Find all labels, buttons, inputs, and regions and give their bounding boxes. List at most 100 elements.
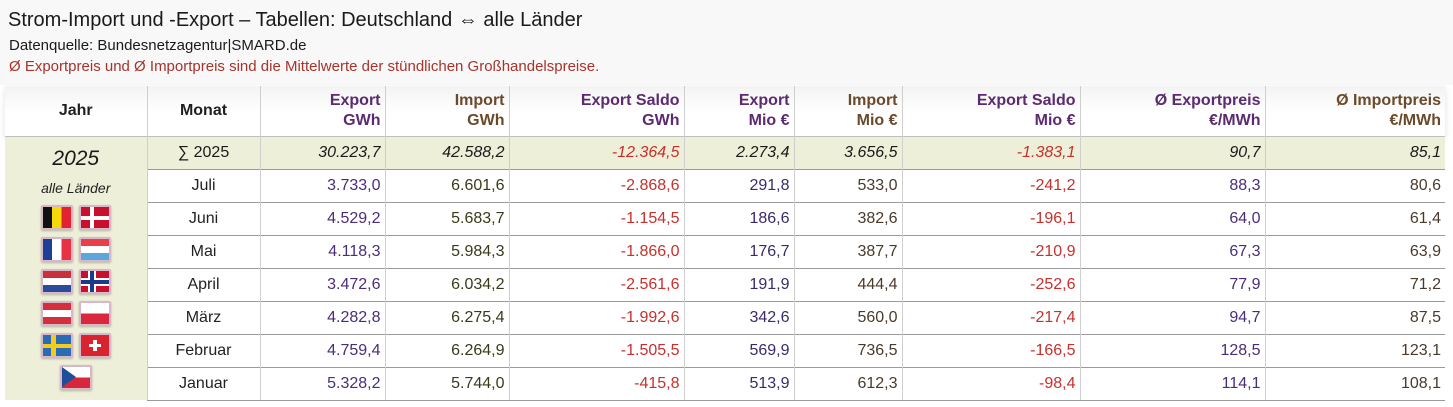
poland-flag-icon[interactable] xyxy=(78,300,111,326)
france-flag-icon[interactable] xyxy=(40,236,73,262)
month-cell: März xyxy=(146,300,260,334)
saldo-gwh-cell: -1.866,0 xyxy=(508,234,684,268)
sum-import-eur: 3.656,5 xyxy=(793,135,902,169)
import-price-cell: 87,5 xyxy=(1264,300,1445,334)
column-header-export-gwh[interactable]: Export GWh xyxy=(259,86,385,136)
sum-export-price: 90,7 xyxy=(1079,135,1265,169)
header-line-1: Import xyxy=(847,91,898,109)
table-row: Februar 4.759,4 6.264,9 -1.505,5 569,9 7… xyxy=(5,333,1445,367)
import-gwh-cell: 6.601,6 xyxy=(384,168,509,202)
export-eur-cell: 186,6 xyxy=(683,201,794,235)
column-header-monat[interactable]: Monat xyxy=(146,86,260,136)
export-gwh-cell: 4.529,2 xyxy=(259,201,385,235)
header-line-2: Mio € xyxy=(748,111,790,129)
export-price-cell: 128,5 xyxy=(1079,333,1265,367)
import-gwh-cell: 5.744,0 xyxy=(384,366,509,401)
country-flags xyxy=(5,204,147,390)
month-cell: Mai xyxy=(146,234,260,268)
month-cell: Februar xyxy=(146,333,260,367)
import-gwh-cell: 6.264,9 xyxy=(384,333,509,367)
data-source: Datenquelle: Bundesnetzagentur|SMARD.de xyxy=(9,37,307,54)
header-line-2: GWh xyxy=(467,111,505,129)
month-cell: April xyxy=(146,267,260,301)
export-eur-cell: 191,9 xyxy=(683,267,794,301)
header-line-1: Ø Importpreis xyxy=(1336,91,1441,109)
saldo-gwh-cell: -1.992,6 xyxy=(508,300,684,334)
saldo-gwh-cell: -1.154,5 xyxy=(508,201,684,235)
belgium-flag-icon[interactable] xyxy=(40,204,73,230)
import-price-cell: 61,4 xyxy=(1264,201,1445,235)
page-title: Strom-Import und -Export – Tabellen: Deu… xyxy=(8,9,583,31)
year-country-panel: 2025 alle Länder xyxy=(5,135,147,400)
sum-label: ∑ 2025 xyxy=(146,135,260,169)
sum-import-gwh: 42.588,2 xyxy=(384,135,509,169)
header-line-2: GWh xyxy=(642,111,680,129)
import-price-cell: 80,6 xyxy=(1264,168,1445,202)
import-gwh-cell: 5.683,7 xyxy=(384,201,509,235)
month-cell: Juni xyxy=(146,201,260,235)
import-eur-cell: 612,3 xyxy=(793,366,902,401)
switzerland-flag-icon[interactable] xyxy=(78,332,111,358)
netherlands-flag-icon[interactable] xyxy=(40,268,73,294)
import-price-cell: 63,9 xyxy=(1264,234,1445,268)
export-gwh-cell: 3.472,6 xyxy=(259,267,385,301)
luxembourg-flag-icon[interactable] xyxy=(78,236,111,262)
sum-saldo-gwh: -12.364,5 xyxy=(508,135,684,169)
export-eur-cell: 342,6 xyxy=(683,300,794,334)
column-header-export-price[interactable]: Ø Exportpreis €/MWh xyxy=(1079,86,1265,136)
export-price-cell: 77,9 xyxy=(1079,267,1265,301)
import-price-cell: 71,2 xyxy=(1264,267,1445,301)
column-header-import-gwh[interactable]: Import GWh xyxy=(384,86,509,136)
export-price-cell: 88,3 xyxy=(1079,168,1265,202)
table-row: April 3.472,6 6.034,2 -2.561,6 191,9 444… xyxy=(5,267,1445,301)
import-eur-cell: 560,0 xyxy=(793,300,902,334)
table-row: März 4.282,8 6.275,4 -1.992,6 342,6 560,… xyxy=(5,300,1445,334)
table-header-row: Jahr Monat Export GWh Import GWh Export Sa… xyxy=(5,86,1445,136)
header-line-2: €/MWh xyxy=(1208,111,1261,129)
header-line-1: Ø Exportpreis xyxy=(1154,91,1261,109)
column-header-import-eur[interactable]: Import Mio € xyxy=(793,86,902,136)
export-gwh-cell: 3.733,0 xyxy=(259,168,385,202)
data-table: Jahr Monat Export GWh Import GWh Export Sa… xyxy=(5,86,1445,401)
header-line-1: Export Saldo xyxy=(580,91,680,109)
norway-flag-icon[interactable] xyxy=(78,268,111,294)
header-line-1: Import xyxy=(454,91,505,109)
import-eur-cell: 533,0 xyxy=(793,168,902,202)
header-line-1: Export xyxy=(329,91,381,109)
column-header-saldo-eur[interactable]: Export Saldo Mio € xyxy=(901,86,1080,136)
year-label[interactable]: 2025 xyxy=(52,146,100,170)
import-gwh-cell: 5.984,3 xyxy=(384,234,509,268)
czech-flag-icon[interactable] xyxy=(59,364,92,390)
export-eur-cell: 513,9 xyxy=(683,366,794,401)
month-cell: Januar xyxy=(146,366,260,401)
column-header-import-price[interactable]: Ø Importpreis €/MWh xyxy=(1264,86,1445,136)
column-header-saldo-gwh[interactable]: Export Saldo GWh xyxy=(508,86,684,136)
sum-row: 2025 alle Länder xyxy=(5,135,1445,400)
export-gwh-cell: 4.282,8 xyxy=(259,300,385,334)
table-row: Juni 4.529,2 5.683,7 -1.154,5 186,6 382,… xyxy=(5,201,1445,235)
data-table-container: Jahr Monat Export GWh Import GWh Export Sa… xyxy=(5,86,1445,404)
price-note: Ø Exportpreis und Ø Importpreis sind die… xyxy=(9,58,600,75)
import-eur-cell: 736,5 xyxy=(793,333,902,367)
header-line-1: Export xyxy=(738,91,790,109)
column-header-export-eur[interactable]: Export Mio € xyxy=(683,86,794,136)
column-header-jahr[interactable]: Jahr xyxy=(58,101,93,119)
saldo-gwh-cell: -2.561,6 xyxy=(508,267,684,301)
austria-flag-icon[interactable] xyxy=(40,300,73,326)
export-price-cell: 67,3 xyxy=(1079,234,1265,268)
saldo-eur-cell: -252,6 xyxy=(901,267,1080,301)
saldo-eur-cell: -217,4 xyxy=(901,300,1080,334)
header-line-1: Export Saldo xyxy=(976,91,1076,109)
sweden-flag-icon[interactable] xyxy=(40,332,73,358)
export-price-cell: 114,1 xyxy=(1079,366,1265,401)
import-gwh-cell: 6.034,2 xyxy=(384,267,509,301)
header-line-2: Mio € xyxy=(1034,111,1076,129)
saldo-eur-cell: -210,9 xyxy=(901,234,1080,268)
header-line-2: €/MWh xyxy=(1389,111,1441,129)
page-header: Strom-Import und -Export – Tabellen: Deu… xyxy=(0,0,1453,85)
sum-export-gwh: 30.223,7 xyxy=(259,135,385,169)
import-eur-cell: 444,4 xyxy=(793,267,902,301)
saldo-eur-cell: -166,5 xyxy=(901,333,1080,367)
denmark-flag-icon[interactable] xyxy=(78,204,111,230)
country-label[interactable]: alle Länder xyxy=(41,179,111,196)
